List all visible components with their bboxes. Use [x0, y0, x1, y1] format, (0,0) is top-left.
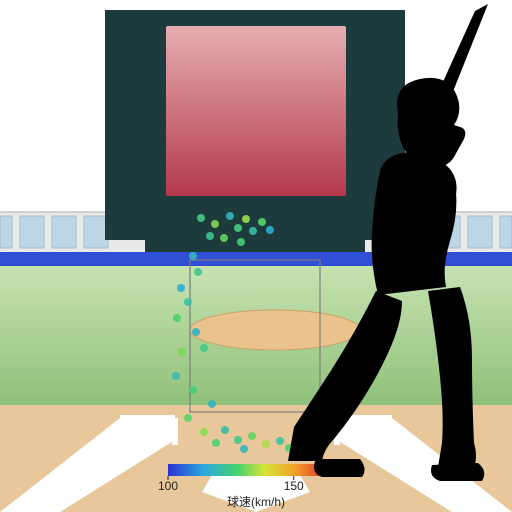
pitch-marker: [189, 386, 197, 394]
pitch-marker: [192, 328, 200, 336]
stand-arch: [500, 216, 512, 248]
stand-arch: [468, 216, 492, 248]
pitch-marker: [206, 232, 214, 240]
stand-arch: [0, 216, 12, 248]
pitch-marker: [211, 220, 219, 228]
batter-torso: [372, 152, 457, 295]
pitch-marker: [258, 218, 266, 226]
pitch-marker: [184, 298, 192, 306]
pitch-marker: [237, 238, 245, 246]
pitch-marker: [234, 224, 242, 232]
pitch-marker: [173, 314, 181, 322]
pitch-location-chart: 100 150 球速(km/h): [0, 0, 512, 512]
pitch-marker: [226, 212, 234, 220]
pitch-marker: [172, 372, 180, 380]
pitch-marker: [242, 215, 250, 223]
pitch-marker: [200, 428, 208, 436]
batter-front-foot: [314, 459, 365, 477]
pitch-marker: [249, 227, 257, 235]
pitch-marker: [234, 436, 242, 444]
stand-arch: [84, 216, 108, 248]
stand-arch: [20, 216, 44, 248]
legend-tick-label: 150: [284, 479, 304, 493]
pitch-marker: [221, 426, 229, 434]
pitchers-mound: [190, 310, 360, 350]
pitch-marker: [220, 234, 228, 242]
pitch-marker: [240, 445, 248, 453]
pitch-marker: [262, 440, 270, 448]
pitch-marker: [177, 284, 185, 292]
pitch-marker: [276, 437, 284, 445]
pitch-marker: [208, 400, 216, 408]
legend-tick-label: 100: [158, 479, 178, 493]
legend-label: 球速(km/h): [227, 495, 285, 509]
batter-back-foot: [431, 463, 484, 481]
pitch-marker: [197, 214, 205, 222]
pitch-marker: [194, 268, 202, 276]
scoreboard-screen: [166, 26, 346, 196]
pitch-marker: [212, 439, 220, 447]
pitch-marker: [200, 344, 208, 352]
pitch-marker: [248, 432, 256, 440]
pitch-marker: [189, 252, 197, 260]
stand-arch: [52, 216, 76, 248]
pitch-marker: [184, 414, 192, 422]
pitch-marker: [266, 226, 274, 234]
pitch-marker: [178, 348, 186, 356]
